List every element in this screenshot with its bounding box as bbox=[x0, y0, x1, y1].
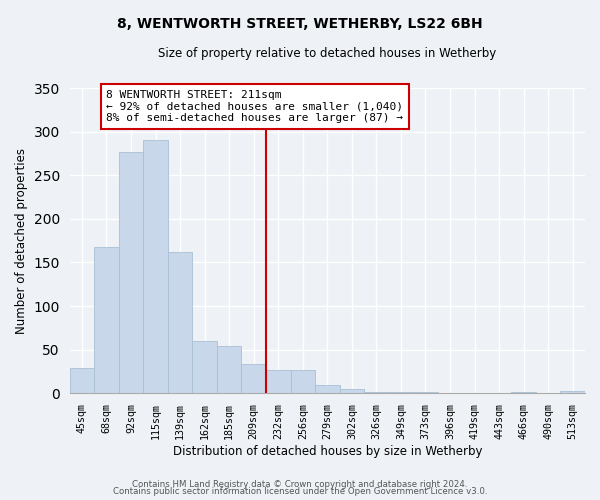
Bar bbox=[94, 246, 119, 393]
Text: 8, WENTWORTH STREET, WETHERBY, LS22 6BH: 8, WENTWORTH STREET, WETHERBY, LS22 6BH bbox=[117, 18, 483, 32]
Bar bbox=[241, 364, 266, 393]
Bar bbox=[143, 140, 168, 393]
Y-axis label: Number of detached properties: Number of detached properties bbox=[15, 148, 28, 334]
Bar bbox=[560, 390, 585, 393]
Bar bbox=[119, 152, 143, 393]
Bar bbox=[193, 341, 217, 393]
Text: Contains HM Land Registry data © Crown copyright and database right 2024.: Contains HM Land Registry data © Crown c… bbox=[132, 480, 468, 489]
Bar bbox=[217, 346, 241, 393]
Bar bbox=[315, 384, 340, 393]
Title: Size of property relative to detached houses in Wetherby: Size of property relative to detached ho… bbox=[158, 48, 496, 60]
Bar bbox=[266, 370, 290, 393]
Bar bbox=[389, 392, 413, 393]
Bar bbox=[70, 368, 94, 393]
Text: Contains public sector information licensed under the Open Government Licence v3: Contains public sector information licen… bbox=[113, 488, 487, 496]
X-axis label: Distribution of detached houses by size in Wetherby: Distribution of detached houses by size … bbox=[173, 444, 482, 458]
Bar bbox=[290, 370, 315, 393]
Text: 8 WENTWORTH STREET: 211sqm
← 92% of detached houses are smaller (1,040)
8% of se: 8 WENTWORTH STREET: 211sqm ← 92% of deta… bbox=[106, 90, 403, 123]
Bar bbox=[413, 392, 438, 393]
Bar bbox=[364, 392, 389, 393]
Bar bbox=[340, 389, 364, 393]
Bar bbox=[168, 252, 193, 393]
Bar bbox=[511, 392, 536, 393]
